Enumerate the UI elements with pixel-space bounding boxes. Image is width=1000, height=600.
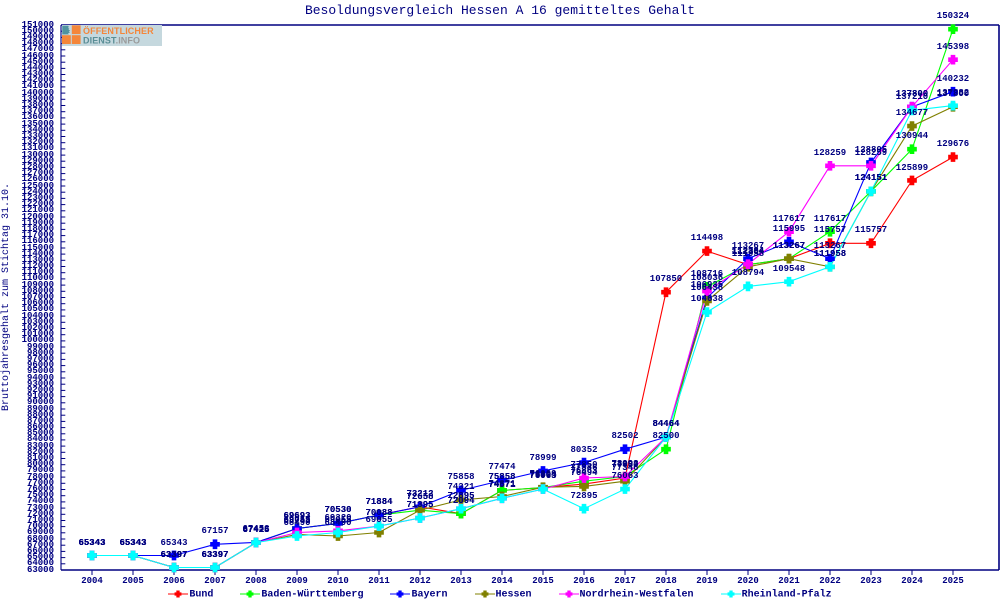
svg-text:DIENST.INFO: DIENST.INFO [83, 35, 140, 45]
